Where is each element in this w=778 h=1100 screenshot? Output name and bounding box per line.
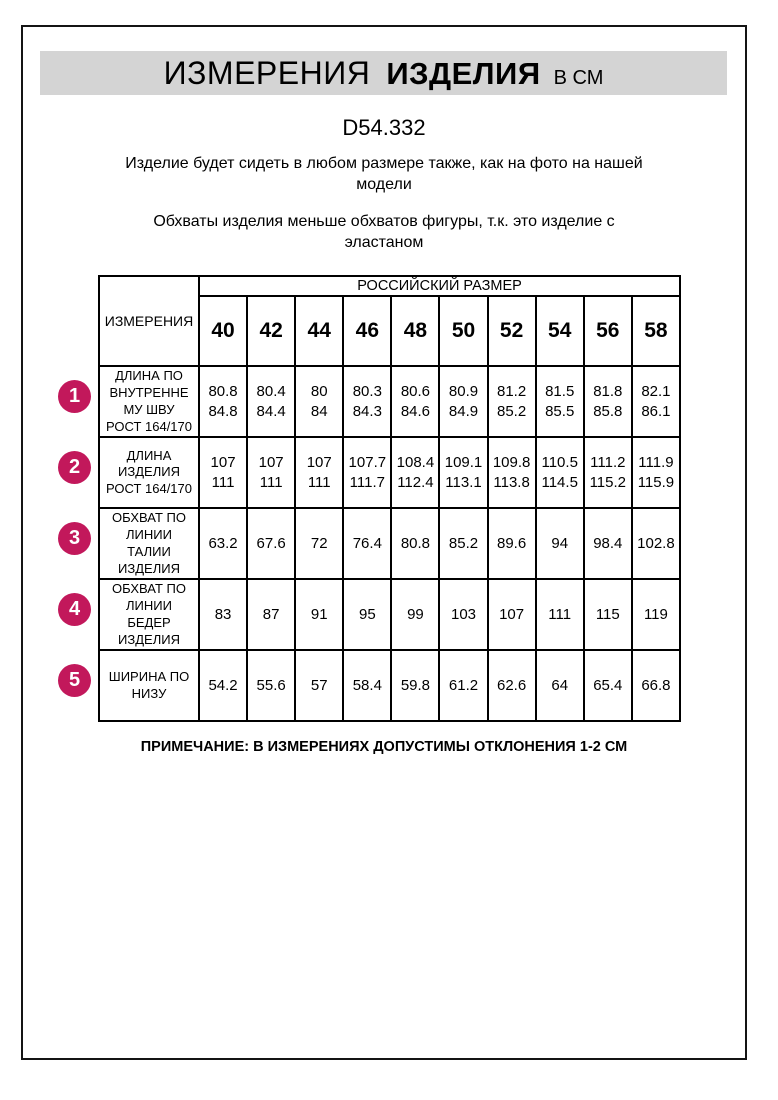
value-cell: 72 — [294, 507, 345, 581]
value-cell: 108.4 112.4 — [390, 436, 441, 510]
value-cell: 115 — [582, 578, 633, 652]
value-cell: 64 — [534, 649, 585, 723]
value-cell: 119 — [630, 578, 682, 652]
value-cell: 103 — [438, 578, 489, 652]
title-bar: ИЗМЕРЕНИЯ ИЗДЕЛИЯ В СМ — [40, 51, 727, 95]
value-cell: 63.2 — [197, 507, 249, 581]
value-cell: 81.2 85.2 — [486, 365, 537, 439]
value-cell: 85.2 — [438, 507, 489, 581]
title-product: ИЗДЕЛИЯ — [386, 56, 541, 91]
value-cell: 109.1 113.1 — [438, 436, 489, 510]
row-label: ДЛИНА ПО ВНУТРЕННЕ МУ ШВУ РОСТ 164/170 — [98, 365, 200, 439]
value-cell: 89.6 — [486, 507, 537, 581]
size-column-header-56: 56 — [582, 295, 633, 368]
value-cell: 81.5 85.5 — [534, 365, 585, 439]
value-cell: 111.2 115.2 — [582, 436, 633, 510]
intro-fit-note: Изделие будет сидеть в любом размере так… — [125, 155, 643, 194]
intro-elastane-note: Обхваты изделия меньше обхватов фигуры, … — [153, 213, 615, 252]
size-column-header-46: 46 — [342, 295, 393, 368]
model-code: D54.332 — [342, 115, 426, 140]
value-cell: 107 111 — [246, 436, 297, 510]
value-cell: 80.9 84.9 — [438, 365, 489, 439]
size-column-header-58: 58 — [630, 295, 682, 368]
title-measurements: ИЗМЕРЕНИЯ — [163, 55, 371, 91]
value-cell: 61.2 — [438, 649, 489, 723]
measurement-row-5: ШИРИНА ПО НИЗУ 54.2 55.6 57 58.4 59.8 61.2 62.6… — [98, 649, 682, 723]
value-cell: 111.9 115.9 — [630, 436, 682, 510]
row-number-badge-4: 4 — [58, 593, 91, 627]
table-section: 1 2 3 4 5 ИЗМЕРЕНИЯ РОССИЙСКИЙ РАЗМЕР 40 42 44… — [23, 275, 745, 723]
value-cell: 80.4 84.4 — [246, 365, 297, 439]
value-cell: 76.4 — [342, 507, 393, 581]
page-border-frame: ИЗМЕРЕНИЯ ИЗДЕЛИЯ В СМ D54.332 Изделие буд… — [21, 25, 747, 1060]
measurement-row-2: ДЛИНА ИЗДЕЛИЯ РОСТ 164/170 107 111 107 111… — [98, 436, 682, 510]
note-text: ПРИМЕЧАНИЕ: В ИЗМЕРЕНИЯХ ДОПУСТИМЫ ОТКЛО… — [140, 739, 628, 756]
size-column-header-48: 48 — [390, 295, 441, 368]
row-label: ОБХВАТ ПО ЛИНИИ БЕДЕР ИЗДЕЛИЯ — [98, 578, 200, 652]
value-cell: 65.4 — [582, 649, 633, 723]
value-cell: 58.4 — [342, 649, 393, 723]
measurement-row-3: ОБХВАТ ПО ЛИНИИ ТАЛИИ ИЗДЕЛИЯ 63.2 67.6 72 7… — [98, 507, 682, 581]
value-cell: 81.8 85.8 — [582, 365, 633, 439]
value-cell: 94 — [534, 507, 585, 581]
value-cell: 95 — [342, 578, 393, 652]
value-cell: 87 — [246, 578, 297, 652]
title-unit: В СМ — [553, 67, 604, 89]
value-cell: 54.2 — [197, 649, 249, 723]
value-cell: 99 — [390, 578, 441, 652]
measurement-row-1: ДЛИНА ПО ВНУТРЕННЕ МУ ШВУ РОСТ 164/170 80… — [98, 365, 682, 439]
value-cell: 57 — [294, 649, 345, 723]
size-column-header-50: 50 — [438, 295, 489, 368]
row-number-badge-5: 5 — [58, 664, 91, 698]
value-cell: 59.8 — [390, 649, 441, 723]
row-label: ДЛИНА ИЗДЕЛИЯ РОСТ 164/170 — [98, 436, 200, 510]
row-number-badge-3: 3 — [58, 522, 91, 556]
size-group-row: ИЗМЕРЕНИЯ РОССИЙСКИЙ РАЗМЕР — [98, 275, 681, 368]
row-number-badge-1: 1 — [58, 380, 91, 414]
value-cell: 80.3 84.3 — [342, 365, 393, 439]
value-cell: 111 — [534, 578, 585, 652]
russian-size-header: РОССИЙСКИЙ РАЗМЕР — [198, 275, 681, 298]
size-column-header-40: 40 — [197, 295, 249, 368]
value-cell: 109.8 113.8 — [486, 436, 537, 510]
size-header-row: 40 42 44 46 48 50 52 54 56 58 — [99, 295, 682, 368]
row-number-badge-2: 2 — [58, 451, 91, 485]
size-column-header-54: 54 — [534, 295, 585, 368]
value-cell: 107 111 — [197, 436, 249, 510]
value-cell: 67.6 — [246, 507, 297, 581]
value-cell: 107 — [486, 578, 537, 652]
value-cell: 102.8 — [630, 507, 682, 581]
measurements-column-header: ИЗМЕРЕНИЯ — [98, 275, 200, 368]
value-cell: 107 111 — [294, 436, 345, 510]
value-cell: 55.6 — [246, 649, 297, 723]
value-cell: 98.4 — [582, 507, 633, 581]
value-cell: 91 — [294, 578, 345, 652]
value-cell: 107.7 111.7 — [342, 436, 393, 510]
value-cell: 80 84 — [294, 365, 345, 439]
value-cell: 83 — [197, 578, 249, 652]
value-cell: 110.5 114.5 — [534, 436, 585, 510]
row-label: ШИРИНА ПО НИЗУ — [98, 649, 200, 723]
value-cell: 80.8 — [390, 507, 441, 581]
row-label: ОБХВАТ ПО ЛИНИИ ТАЛИИ ИЗДЕЛИЯ — [98, 507, 200, 581]
size-column-header-42: 42 — [246, 295, 297, 368]
measurements-table: ИЗМЕРЕНИЯ РОССИЙСКИЙ РАЗМЕР 40 42 44 46 48 50… — [98, 275, 682, 723]
value-cell: 66.8 — [630, 649, 682, 723]
value-cell: 80.6 84.6 — [390, 365, 441, 439]
size-column-header-44: 44 — [294, 295, 345, 368]
value-cell: 82.1 86.1 — [630, 365, 682, 439]
value-cell: 62.6 — [486, 649, 537, 723]
measurement-row-4: ОБХВАТ ПО ЛИНИИ БЕДЕР ИЗДЕЛИЯ 83 87 91 95 99 1… — [98, 578, 682, 652]
value-cell: 80.8 84.8 — [197, 365, 249, 439]
size-column-header-52: 52 — [486, 295, 537, 368]
